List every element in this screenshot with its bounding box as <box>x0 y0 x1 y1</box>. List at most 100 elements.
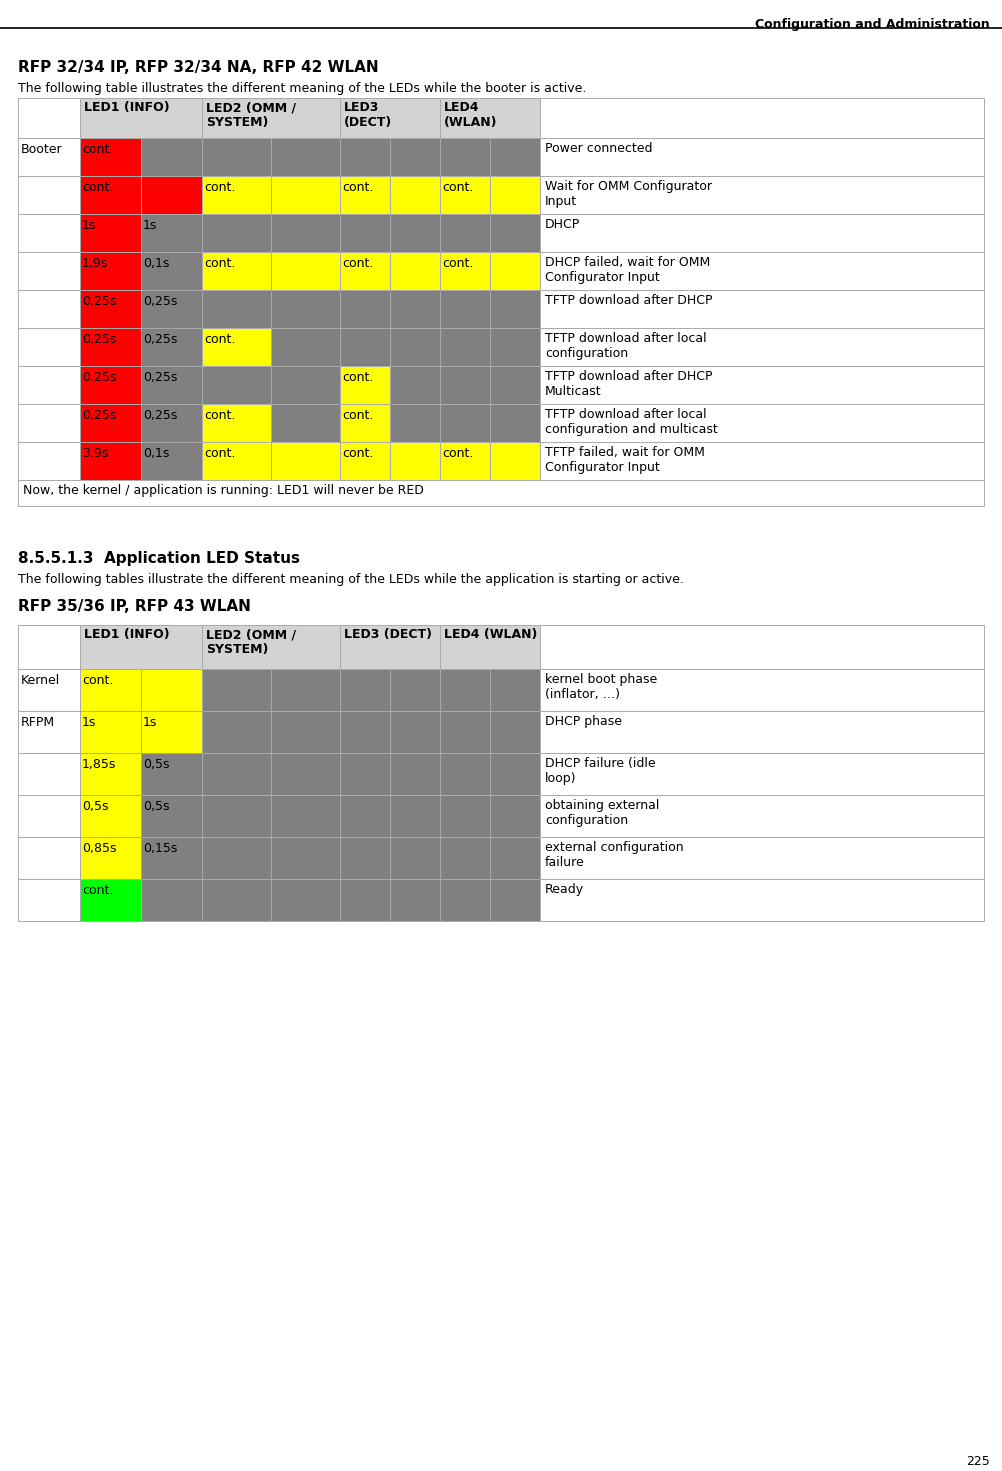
Text: DHCP failed, wait for OMM
Configurator Input: DHCP failed, wait for OMM Configurator I… <box>545 256 710 284</box>
Bar <box>440 625 540 669</box>
Text: cont.: cont. <box>442 181 473 194</box>
Bar <box>440 138 490 177</box>
Bar <box>340 710 390 753</box>
Bar <box>490 177 540 213</box>
Bar <box>540 290 984 328</box>
Text: 0,25s: 0,25s <box>143 409 177 422</box>
Bar <box>440 252 490 290</box>
Bar <box>18 625 80 669</box>
Bar <box>390 669 440 710</box>
Bar <box>80 252 141 290</box>
Bar <box>340 441 390 480</box>
Text: cont.: cont. <box>204 257 235 271</box>
Bar <box>490 252 540 290</box>
Text: LED3
(DECT): LED3 (DECT) <box>344 101 392 129</box>
Bar <box>490 405 540 441</box>
Bar <box>202 405 271 441</box>
Bar <box>440 837 490 880</box>
Bar <box>390 328 440 366</box>
Text: 0,85s: 0,85s <box>82 841 116 855</box>
Bar <box>271 328 340 366</box>
Bar <box>141 710 202 753</box>
Bar <box>202 366 271 405</box>
Bar <box>141 366 202 405</box>
Bar <box>271 366 340 405</box>
Bar <box>141 794 202 837</box>
Bar <box>340 669 390 710</box>
Bar <box>18 99 80 138</box>
Bar <box>440 99 540 138</box>
Bar <box>440 405 490 441</box>
Bar <box>540 138 984 177</box>
Bar <box>340 138 390 177</box>
Text: 0,25s: 0,25s <box>82 409 116 422</box>
Bar <box>202 441 271 480</box>
Bar <box>141 328 202 366</box>
Bar <box>18 441 80 480</box>
Bar <box>440 328 490 366</box>
Bar <box>390 441 440 480</box>
Text: cont.: cont. <box>204 447 235 460</box>
Bar <box>18 366 80 405</box>
Bar <box>18 880 80 921</box>
Text: 0,25s: 0,25s <box>143 332 177 346</box>
Bar <box>390 794 440 837</box>
Bar <box>540 441 984 480</box>
Bar <box>271 753 340 794</box>
Bar <box>340 625 440 669</box>
Bar <box>202 669 271 710</box>
Bar <box>271 669 340 710</box>
Bar <box>490 710 540 753</box>
Bar <box>440 290 490 328</box>
Text: LED2 (OMM /
SYSTEM): LED2 (OMM / SYSTEM) <box>206 628 297 656</box>
Bar <box>18 328 80 366</box>
Bar <box>490 138 540 177</box>
Bar <box>141 669 202 710</box>
Bar <box>340 753 390 794</box>
Bar <box>340 177 390 213</box>
Bar <box>18 177 80 213</box>
Bar <box>340 794 390 837</box>
Bar <box>540 669 984 710</box>
Bar <box>490 328 540 366</box>
Text: TFTP download after DHCP: TFTP download after DHCP <box>545 294 712 307</box>
Bar <box>540 99 984 138</box>
Text: 0,15s: 0,15s <box>143 841 177 855</box>
Bar <box>490 290 540 328</box>
Text: Booter: Booter <box>21 143 62 156</box>
Text: cont.: cont. <box>442 257 473 271</box>
Bar <box>540 625 984 669</box>
Bar <box>390 290 440 328</box>
Bar <box>490 441 540 480</box>
Bar <box>271 837 340 880</box>
Text: 225: 225 <box>966 1455 990 1468</box>
Text: Now, the kernel / application is running: LED1 will never be RED: Now, the kernel / application is running… <box>23 484 424 497</box>
Bar <box>540 177 984 213</box>
Bar <box>340 290 390 328</box>
Bar <box>80 328 141 366</box>
Bar <box>490 213 540 252</box>
Text: Ready: Ready <box>545 883 584 896</box>
Text: 0,5s: 0,5s <box>143 758 169 771</box>
Bar <box>340 328 390 366</box>
Bar <box>540 328 984 366</box>
Bar <box>18 837 80 880</box>
Text: RFPM: RFPM <box>21 716 55 730</box>
Bar <box>80 405 141 441</box>
Bar <box>271 710 340 753</box>
Bar <box>141 837 202 880</box>
Text: 0,25s: 0,25s <box>143 371 177 384</box>
Bar <box>540 794 984 837</box>
Text: 1s: 1s <box>82 219 96 232</box>
Bar <box>390 213 440 252</box>
Bar <box>440 177 490 213</box>
Text: cont.: cont. <box>204 409 235 422</box>
Bar <box>141 252 202 290</box>
Bar <box>271 252 340 290</box>
Bar <box>80 138 141 177</box>
Bar <box>80 880 141 921</box>
Bar <box>202 138 271 177</box>
Bar <box>390 138 440 177</box>
Bar <box>18 213 80 252</box>
Bar <box>390 177 440 213</box>
